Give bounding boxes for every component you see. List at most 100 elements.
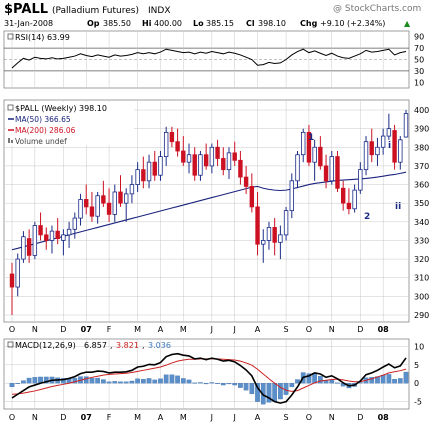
rsi-legend-icon: [7, 33, 14, 40]
watermark: @ StockCharts.com: [333, 4, 421, 14]
rsi-line: [11, 48, 407, 69]
price-legend-icon: [7, 104, 14, 111]
macd-x-tick-label: F: [107, 413, 112, 422]
price-tick-label: 290: [414, 311, 429, 320]
candle-body: [283, 210, 289, 236]
macd-histogram-bar: [403, 371, 409, 384]
macd-histogram-bar: [226, 383, 232, 385]
wave-label-2: 2: [364, 212, 370, 222]
candle-body: [335, 156, 340, 189]
price-tick-label: 320: [414, 255, 429, 264]
macd-histogram-bar: [72, 377, 78, 384]
candle-body: [152, 161, 157, 176]
price-tick-label: 390: [414, 125, 429, 134]
macd-histogram-bar: [112, 381, 118, 384]
rsi-line-group: [11, 48, 407, 69]
macd-histogram-bar: [278, 383, 283, 400]
macd-histogram-bar: [232, 383, 238, 386]
macd-histogram-bar: [101, 379, 106, 384]
candle-body: [363, 141, 369, 171]
rsi-legend: RSI(14) 63.99: [15, 33, 70, 42]
instrument-name: (Palladium Futures): [52, 6, 139, 16]
candle-body: [135, 169, 140, 185]
macd-x-tick-label: M: [134, 413, 141, 422]
candle-body: [55, 230, 60, 239]
macd-x-tick-label: S: [284, 413, 289, 422]
candle-body: [398, 139, 403, 163]
macd-histogram-bar: [21, 380, 26, 384]
candle-body: [392, 130, 397, 163]
open-value: 385.50: [103, 19, 131, 28]
price-tick-label: 350: [414, 199, 429, 208]
ma200-legend: MA(200) 286.06: [15, 126, 76, 135]
candle-body: [118, 191, 123, 204]
candle-body: [301, 131, 306, 156]
candle-body: [186, 154, 192, 163]
price-x-tick-label: O: [306, 325, 312, 334]
candle-body: [106, 202, 112, 215]
macd-histogram-bar: [175, 375, 180, 384]
candle-body: [318, 146, 323, 167]
macd-histogram-bar: [386, 374, 392, 384]
candle-body: [198, 154, 203, 176]
macd-histogram-bar: [266, 383, 272, 403]
change-up-icon: ▲: [404, 19, 411, 28]
price-legend-background: [6, 102, 134, 145]
macd-legend-icon: [7, 341, 14, 348]
x-axis-labels: O O N N D D 07 07 F F M M A A M M J J J J A A S S O O N N D D 08 08: [9, 325, 389, 422]
rsi-tick-label: 10: [414, 78, 424, 87]
candle-body: [72, 217, 78, 230]
candle-body: [21, 236, 26, 260]
rsi-tick-label: 30: [414, 67, 424, 76]
candle-body: [32, 225, 38, 256]
macd-histogram-bar: [306, 373, 312, 384]
macd-tick-label: 5: [414, 361, 419, 370]
low-value: 385.15: [206, 19, 234, 28]
macd-histogram-bar: [249, 383, 255, 395]
candle-body: [129, 184, 135, 195]
close-value: 398.10: [258, 19, 286, 28]
macd-x-tick-label: M: [180, 413, 187, 422]
price-tick-label: 400: [414, 106, 429, 115]
macd-line-group: [11, 352, 407, 404]
macd-tick-label: 10: [414, 342, 424, 351]
change-value: +9.10 (+2.34%): [320, 19, 385, 28]
candle-body: [380, 135, 386, 148]
macd-histogram-bar: [140, 379, 146, 384]
candle-body: [9, 273, 15, 288]
price-x-tick-label: N: [32, 325, 38, 334]
candle-body: [238, 159, 243, 178]
macd-histogram-bar: [89, 377, 95, 384]
macd-histogram-bar: [392, 379, 397, 384]
candle-body: [61, 234, 66, 241]
candle-body: [226, 152, 232, 171]
rsi-tick-label: 50: [414, 56, 424, 65]
rsi-tick-label: 70: [414, 44, 424, 53]
macd-histogram-bar: [123, 381, 129, 384]
price-tick-label: 360: [414, 181, 429, 190]
macd-panel: [3, 338, 410, 410]
macd-histogram-bar: [186, 379, 192, 384]
macd-sep-1: ,: [110, 341, 113, 350]
macd-histogram-bar: [118, 381, 123, 384]
macd-x-tick-label: D: [60, 413, 66, 422]
macd-histogram-bar: [152, 379, 158, 384]
price-tick-label: 340: [414, 218, 429, 227]
macd-line: [11, 352, 407, 404]
macd-histogram-bar: [95, 377, 101, 384]
macd-x-tick-label: A: [255, 413, 261, 422]
macd-histogram-bar: [192, 382, 198, 384]
candle-body: [340, 187, 346, 204]
price-tick-label: 380: [414, 143, 429, 152]
candle-body: [95, 195, 100, 217]
candle-body: [261, 240, 266, 245]
candle-body: [403, 113, 409, 138]
macd-histogram-bar: [220, 383, 226, 386]
price-legend: $PALL (Weekly) 398.10: [15, 104, 107, 113]
macd-sep-2: ,: [142, 341, 145, 350]
candle-body: [158, 156, 163, 176]
candle-body: [323, 165, 329, 182]
rsi-tick-label: 90: [414, 33, 424, 42]
candle-body: [232, 152, 237, 161]
candle-body: [146, 161, 152, 182]
